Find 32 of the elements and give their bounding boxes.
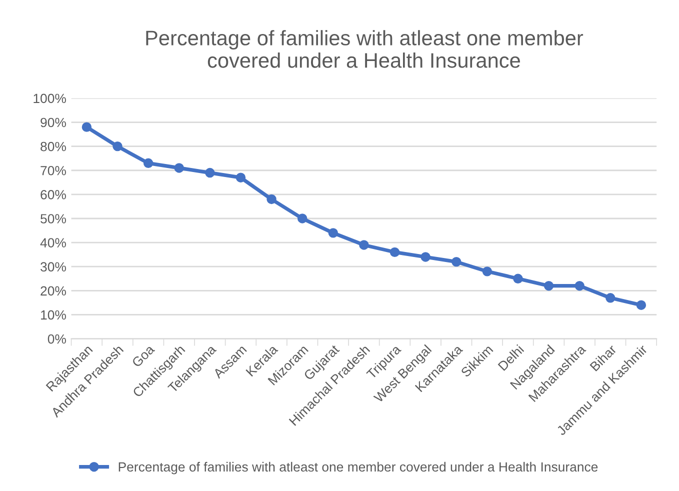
y-tick-label: 50% — [40, 214, 66, 224]
point — [266, 194, 276, 204]
point — [606, 293, 616, 303]
y-tick-label: 0% — [48, 334, 66, 344]
point — [112, 141, 122, 152]
point — [420, 252, 430, 262]
point — [513, 274, 523, 284]
point — [574, 281, 584, 291]
point — [544, 281, 554, 291]
point — [390, 247, 400, 258]
point — [482, 266, 492, 276]
point — [143, 158, 154, 168]
legend-label: Percentage of families with atleast one member covered under a Health Insurance — [118, 462, 598, 474]
y-tick-label: 20% — [40, 286, 66, 296]
chart-title: Percentage of families with atleast one member covered under a Health Insurance — [146, 30, 584, 68]
y-tick-label: 80% — [40, 142, 66, 152]
point — [236, 172, 246, 182]
point — [359, 240, 369, 250]
y-tick-label: 100% — [34, 94, 66, 104]
y-tick-label: 30% — [40, 262, 66, 272]
point — [452, 256, 462, 267]
point — [297, 214, 308, 224]
y-tick-label: 90% — [40, 118, 66, 128]
y-tick-label: 40% — [40, 238, 66, 248]
y-tick-label: 60% — [40, 190, 66, 200]
y-tick-label: 10% — [41, 310, 66, 320]
point — [205, 168, 215, 178]
point — [174, 163, 184, 173]
point — [636, 300, 646, 310]
point — [82, 122, 92, 132]
point — [328, 228, 338, 238]
y-tick-label: 70% — [40, 166, 66, 176]
